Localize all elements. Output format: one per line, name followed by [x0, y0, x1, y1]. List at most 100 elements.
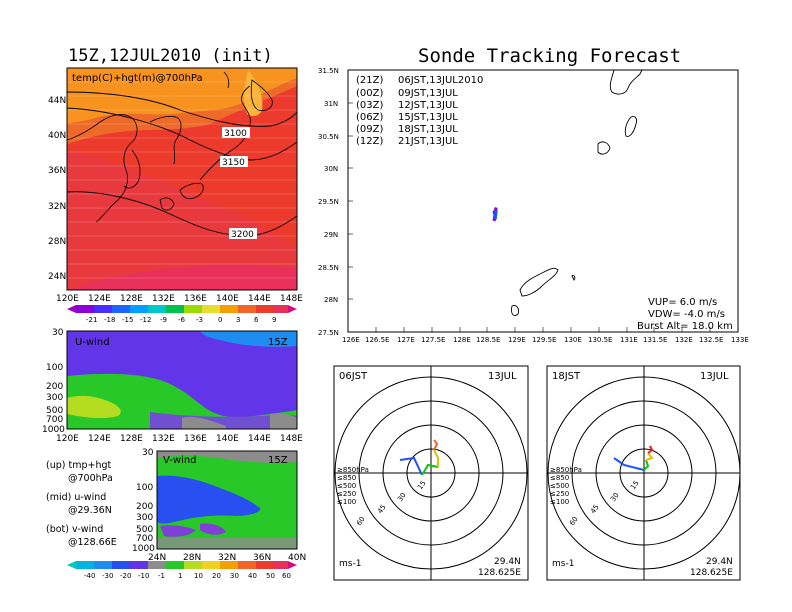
legend-val-12z: 21JST,13JUL: [398, 136, 458, 147]
lat-label: 36N: [48, 166, 66, 176]
colorbar-swatch: [202, 305, 220, 313]
hodo-right-level: ≥850hPa: [550, 466, 582, 474]
pressure-label: 300: [136, 513, 153, 523]
legend-key-09z: (09Z): [356, 124, 383, 135]
sonde-parameters: VUP= 6.0 m/s VDW= -4.0 m/s Burst Alt= 18…: [637, 297, 733, 332]
contour-label-bg-3100: [222, 127, 250, 138]
colorbar-swatch: [148, 305, 166, 313]
colorbar-swatch: [94, 305, 112, 313]
note-bot: (bot) v-wind: [46, 523, 103, 536]
v-wind-time: 15Z: [268, 455, 288, 466]
hodo-left-date: 13JUL: [488, 371, 517, 382]
temperature-colorbar: -21 -18 -15 -12 -9 -6 -3 0 3 6 9: [67, 305, 297, 324]
legend-key-03z: (03Z): [356, 100, 383, 111]
lon-label: 132E: [675, 336, 693, 344]
pressure-label: 30: [142, 448, 154, 458]
v-wind-lat-labels: 24N 28N 32N 36N 40N: [148, 553, 306, 563]
v-wind-terrain: [157, 538, 297, 549]
colorbar-swatch: [238, 305, 256, 313]
hodo-right-level: ≤500: [550, 482, 569, 490]
lon-label: 133E: [731, 336, 749, 344]
hodo-right-lon: 128.625E: [690, 568, 733, 578]
lon-label: 132.5E: [699, 336, 723, 344]
colorbar-swatch: [184, 305, 202, 313]
pressure-label: 700: [46, 415, 63, 425]
hodo-left-time: 06JST: [339, 371, 368, 382]
wind-colorbar-swatch: [238, 561, 256, 569]
lon-label: 132E: [152, 434, 175, 444]
u-wind-time: 15Z: [268, 337, 288, 348]
lat-label: 29.5N: [318, 198, 339, 206]
wind-colorbar: -40 -30 -20 -10 -1 1 10 20 30 40 50 60: [67, 561, 297, 580]
colorbar-tick: -9: [160, 316, 167, 324]
hodograph-left: 06JST 13JUL 15 30 45 60 ≥850hPa ≤850 ≤50…: [333, 365, 529, 581]
hodo-right-level: ≤100: [550, 498, 569, 506]
lon-label: 130.5E: [588, 336, 612, 344]
legend-key-12z: (12Z): [356, 136, 383, 147]
v-wind-top-gray: [157, 451, 297, 463]
lon-label: 132E: [152, 294, 175, 304]
lat-label: 24N: [148, 553, 166, 563]
colorbar-tick: 0: [218, 316, 222, 324]
u-wind-blue-patch: [200, 331, 297, 347]
wind-colorbar-tick: 50: [266, 572, 275, 580]
lon-label: 144E: [248, 294, 271, 304]
hodo-right-date: 13JUL: [700, 371, 729, 382]
contour-label-bg-3200: [229, 228, 257, 239]
lon-label: 136E: [184, 294, 207, 304]
wind-colorbar-swatch: [274, 561, 288, 569]
left-title: 15Z,12JUL2010 (init): [68, 46, 273, 66]
wind-colorbar-tick: -20: [120, 572, 131, 580]
hodo-right-time: 18JST: [552, 371, 581, 382]
u-wind-pressure-labels: 30 100 200 300 500 700 1000: [42, 328, 65, 435]
hodo-left-level: ≤100: [337, 498, 356, 506]
hodo-right-lat: 29.4N: [706, 557, 733, 567]
pink-band: [67, 265, 297, 290]
pressure-label: 1000: [42, 425, 65, 435]
lon-label: 127E: [397, 336, 415, 344]
lon-label: 120E: [56, 434, 79, 444]
u-wind-frame: [66, 330, 298, 430]
colorbar-swatch: [274, 305, 288, 313]
colorbar-tick: -15: [122, 316, 133, 324]
ring-label: 15: [629, 479, 641, 491]
note-bot-line1: (bot) v-wind: [46, 524, 104, 535]
v-wind-panel: V-wind 15Z 30 100 200 300 500 700 1000 2…: [132, 448, 306, 563]
colorbar-swatch: [112, 305, 130, 313]
tracking-legend: (21Z) 06JST,13JUL2010 (00Z) 09JST,13JUL …: [356, 75, 483, 147]
lat-label: 40N: [48, 131, 66, 141]
lon-label: 129.5E: [532, 336, 556, 344]
legend-key-21z: (21Z): [356, 75, 383, 86]
colorbar-tick: 3: [236, 316, 240, 324]
lat-label: 28N: [324, 296, 338, 304]
hodo-left-lat: 29.4N: [494, 557, 521, 567]
lon-label: 136E: [184, 434, 207, 444]
lon-label: 128E: [453, 336, 471, 344]
tracking-lat-labels: 31.5N 31N 30.5N 30N 29.5N 29N 28.5N 28N …: [318, 67, 339, 337]
wind-colorbar-tick: 60: [282, 572, 291, 580]
colorbar-swatch: [166, 305, 184, 313]
legend-val-06z: 15JST,13JUL: [398, 112, 458, 123]
lon-label: 144E: [248, 434, 271, 444]
map-frame: [66, 67, 298, 291]
u-wind-terrain-2: [270, 413, 297, 429]
ring-label: 60: [355, 515, 367, 527]
wind-colorbar-tick: 30: [230, 572, 239, 580]
colorbar-swatch: [76, 305, 94, 313]
wind-colorbar-swatch: [202, 561, 220, 569]
v-wind-label: V-wind: [163, 455, 197, 466]
note-mid: (mid) u-wind: [46, 491, 106, 504]
u-wind-terrain: [182, 416, 226, 429]
lon-label: 131E: [620, 336, 638, 344]
colorbar-tick: -3: [196, 316, 203, 324]
lon-label: 128E: [120, 294, 143, 304]
v-wind-purple-patch-2: [200, 523, 226, 535]
lon-label: 148E: [280, 294, 303, 304]
wind-colorbar-tick: -30: [102, 572, 113, 580]
note-up: (up) tmp+hgt: [46, 459, 111, 472]
tracking-islands: [511, 69, 643, 317]
wind-colorbar-swatch: [148, 561, 166, 569]
lat-label: 28.5N: [318, 264, 339, 272]
wind-colorbar-tick: 10: [194, 572, 203, 580]
lat-label: 31.5N: [318, 67, 339, 75]
